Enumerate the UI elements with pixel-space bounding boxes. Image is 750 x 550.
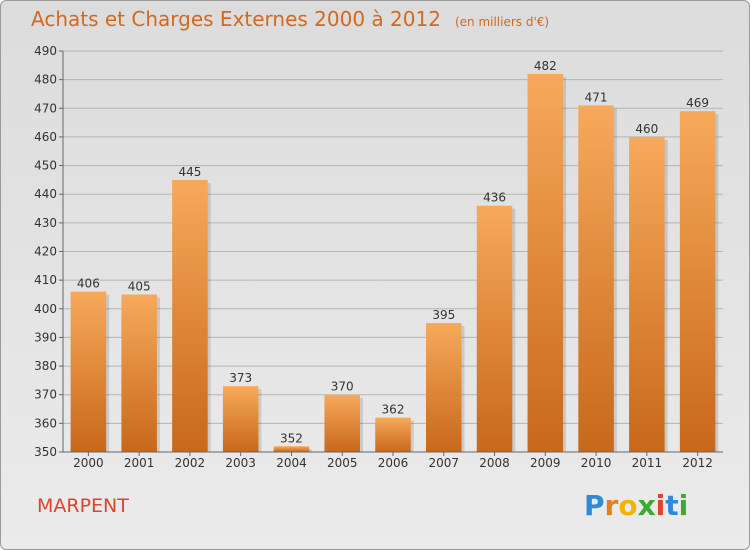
y-tick-label: 460 bbox=[34, 130, 57, 144]
bar-2011 bbox=[629, 136, 665, 452]
logo-letter: x bbox=[637, 489, 656, 522]
title-row: Achats et Charges Externes 2000 à 2012 (… bbox=[31, 7, 549, 31]
bar-2006 bbox=[375, 417, 411, 452]
chart-title: Achats et Charges Externes 2000 à 2012 bbox=[31, 7, 441, 31]
x-tick-label: 2004 bbox=[276, 456, 307, 470]
bar-2002 bbox=[172, 179, 208, 452]
bar-value-label: 406 bbox=[77, 277, 100, 291]
bar-2012 bbox=[679, 111, 716, 453]
logo-letter: o bbox=[618, 489, 638, 522]
y-tick-label: 370 bbox=[34, 388, 57, 402]
bar-value-label: 352 bbox=[280, 431, 303, 445]
x-tick-label: 2005 bbox=[327, 456, 358, 470]
bar-2004 bbox=[273, 446, 310, 452]
bar-value-label: 395 bbox=[432, 308, 455, 322]
chart-unit: (en milliers d'€) bbox=[454, 15, 550, 29]
y-tick-label: 350 bbox=[34, 445, 57, 459]
x-tick-label: 2009 bbox=[530, 456, 561, 470]
y-tick-label: 470 bbox=[34, 101, 57, 115]
x-tick-label: 2011 bbox=[632, 456, 663, 470]
x-tick-label: 2006 bbox=[378, 456, 409, 470]
bar-value-label: 370 bbox=[331, 380, 354, 394]
bar-2000 bbox=[70, 291, 107, 452]
y-tick-label: 360 bbox=[34, 416, 57, 430]
bar-2008 bbox=[476, 205, 513, 452]
logo-letter: t bbox=[665, 489, 679, 522]
bar-value-label: 469 bbox=[686, 96, 709, 110]
y-tick-label: 480 bbox=[34, 73, 57, 87]
y-tick-label: 450 bbox=[34, 159, 57, 173]
bar-value-label: 373 bbox=[229, 371, 252, 385]
logo-letter: r bbox=[604, 489, 619, 522]
y-tick-label: 420 bbox=[34, 245, 57, 259]
bar-value-label: 362 bbox=[382, 403, 405, 417]
y-tick-label: 430 bbox=[34, 216, 57, 230]
bar-value-label: 471 bbox=[585, 90, 608, 104]
bar-2007 bbox=[426, 323, 462, 452]
x-tick-label: 2008 bbox=[479, 456, 510, 470]
x-tick-label: 2000 bbox=[73, 456, 104, 470]
city-name: MARPENT bbox=[37, 495, 129, 517]
y-tick-label: 490 bbox=[34, 44, 57, 58]
bar-value-label: 445 bbox=[178, 165, 201, 179]
x-tick-label: 2001 bbox=[124, 456, 155, 470]
x-tick-label: 2003 bbox=[225, 456, 256, 470]
logo-letter: P bbox=[584, 489, 605, 522]
bar-value-label: 436 bbox=[483, 191, 506, 205]
proxiti-logo: Proxiti bbox=[584, 489, 688, 522]
bar-value-label: 405 bbox=[128, 279, 151, 293]
bar-value-label: 482 bbox=[534, 59, 557, 73]
bar-2005 bbox=[324, 394, 360, 452]
y-tick-label: 440 bbox=[34, 187, 57, 201]
y-tick-label: 410 bbox=[34, 273, 57, 287]
x-tick-label: 2007 bbox=[428, 456, 459, 470]
y-tick-label: 400 bbox=[34, 302, 57, 316]
bar-2009 bbox=[527, 73, 564, 453]
logo-letter: i bbox=[655, 489, 666, 522]
y-tick-label: 390 bbox=[34, 330, 57, 344]
bar-2010 bbox=[578, 105, 614, 453]
x-tick-label: 2012 bbox=[682, 456, 713, 470]
bar-2001 bbox=[121, 294, 157, 452]
bar-2003 bbox=[222, 386, 259, 452]
x-tick-label: 2010 bbox=[581, 456, 612, 470]
x-tick-label: 2002 bbox=[175, 456, 206, 470]
bar-value-label: 460 bbox=[635, 122, 658, 136]
y-tick-label: 380 bbox=[34, 359, 57, 373]
logo-letter: i bbox=[678, 489, 689, 522]
